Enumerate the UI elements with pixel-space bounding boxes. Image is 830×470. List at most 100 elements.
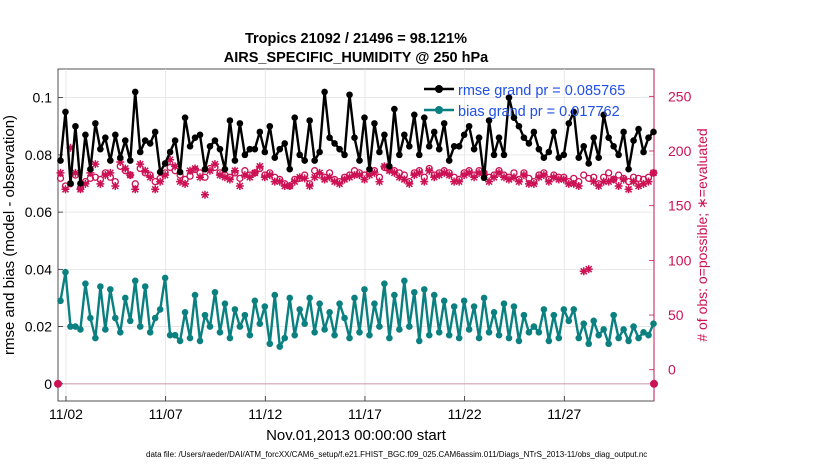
obs-evaluated-marker (445, 171, 454, 180)
obs-possible-marker (236, 174, 244, 183)
rmse-point (191, 134, 199, 141)
rmse-point (126, 157, 134, 164)
bias-point (271, 291, 279, 299)
bias-point (251, 297, 259, 305)
obs-evaluated-marker (215, 171, 224, 180)
bias-point (620, 326, 627, 333)
rmse-point (615, 151, 622, 159)
rmse-point (226, 117, 234, 124)
rmse-point (415, 151, 423, 159)
bias-point (555, 334, 563, 342)
obs-evaluated-marker (270, 177, 279, 186)
rmse-point (82, 131, 89, 139)
rmse-point (206, 142, 214, 150)
bias-point (560, 306, 568, 313)
obs-evaluated-marker (320, 175, 329, 184)
rmse-point (440, 120, 448, 127)
y2-tick-label: 50 (668, 307, 684, 323)
x-axis-label: Nov.01,2013 00:00:00 start (266, 427, 447, 444)
bias-point (525, 329, 533, 336)
obs-possible-marker (614, 171, 623, 179)
x-tick-label: 11/27 (547, 406, 581, 422)
obs-evaluated-marker (330, 177, 339, 186)
rmse-point (281, 140, 289, 147)
bias-point (545, 337, 553, 345)
obs-evaluated-marker (519, 171, 528, 180)
obs-evaluated-marker (500, 173, 509, 182)
x-tick-label: 11/07 (149, 406, 183, 422)
obs-evaluated-marker (529, 179, 538, 188)
rmse-point (530, 128, 538, 136)
obs-evaluated-marker (56, 168, 65, 177)
y2-tick-label: 150 (668, 198, 692, 214)
bias-point (635, 334, 642, 342)
bias-point (520, 311, 528, 319)
bias-point (610, 311, 617, 319)
obs-evaluated-marker (470, 173, 479, 182)
obs-evaluated-marker (285, 182, 294, 191)
rmse-point (311, 157, 318, 164)
data-file-footer: data file: /Users/raeder/DAI/ATM_forcXX/… (146, 450, 647, 459)
rmse-point (495, 134, 503, 141)
rmse-point (316, 148, 323, 156)
rmse-point (376, 148, 383, 156)
rmse-point (136, 148, 144, 156)
obs-evaluated-marker (156, 177, 165, 186)
bias-point (356, 329, 363, 336)
obs-evaluated-marker (475, 168, 484, 177)
bias-point (500, 300, 508, 307)
bias-point (256, 320, 264, 328)
obs-evaluated-marker (465, 168, 474, 177)
obs-evaluated-marker (335, 179, 344, 188)
bias-point (72, 323, 79, 330)
obs-evaluated-marker (86, 168, 95, 177)
obs-evaluated-marker (579, 267, 588, 276)
bias-point (246, 331, 254, 339)
rmse-point (62, 108, 69, 116)
bias-point (136, 323, 144, 330)
obs-evaluated-marker (539, 171, 548, 180)
obs-evaluated-marker (136, 160, 145, 169)
rmse-point (186, 142, 194, 150)
rmse-point (605, 134, 612, 141)
bias-point (600, 326, 607, 333)
rmse-point (102, 134, 109, 141)
bias-point (406, 323, 413, 330)
rmse-point (620, 128, 627, 136)
obs-evaluated-marker (290, 177, 299, 186)
bias-point (411, 288, 418, 296)
bias-point (291, 331, 299, 339)
obs-evaluated-marker (210, 160, 219, 169)
rmse-point (356, 157, 363, 164)
obs-evaluated-marker (220, 173, 229, 182)
rmse-point (196, 131, 204, 139)
rmse-point (485, 117, 493, 124)
obs-evaluated-marker (460, 171, 469, 180)
bias-point (216, 329, 224, 336)
bias-point (640, 329, 647, 336)
bias-point (351, 294, 358, 302)
obs-evaluated-marker (350, 171, 359, 180)
x-tick-label: 11/22 (448, 406, 482, 422)
obs-evaluated-marker (186, 166, 195, 175)
bias-point (231, 306, 239, 313)
bias-point (77, 326, 84, 333)
bias-point (346, 334, 353, 342)
rmse-point (231, 157, 239, 164)
bias-point (116, 329, 124, 336)
obs-evaluated-marker (230, 166, 239, 175)
obs-evaluated-marker (420, 177, 429, 186)
obs-evaluated-marker (395, 173, 404, 182)
bias-point (445, 331, 453, 339)
bias-point (306, 294, 313, 302)
obs-evaluated-marker (554, 175, 563, 184)
rmse-point (151, 128, 159, 136)
obs-evaluated-marker (240, 171, 249, 180)
bias-point (455, 334, 463, 342)
rmse-point (505, 94, 513, 101)
bias-point (505, 334, 513, 342)
obs-evaluated-marker (235, 182, 244, 191)
rmse-point (435, 145, 443, 153)
obs-evaluated-marker (624, 185, 633, 194)
y-tick-label: 0.08 (25, 147, 52, 163)
